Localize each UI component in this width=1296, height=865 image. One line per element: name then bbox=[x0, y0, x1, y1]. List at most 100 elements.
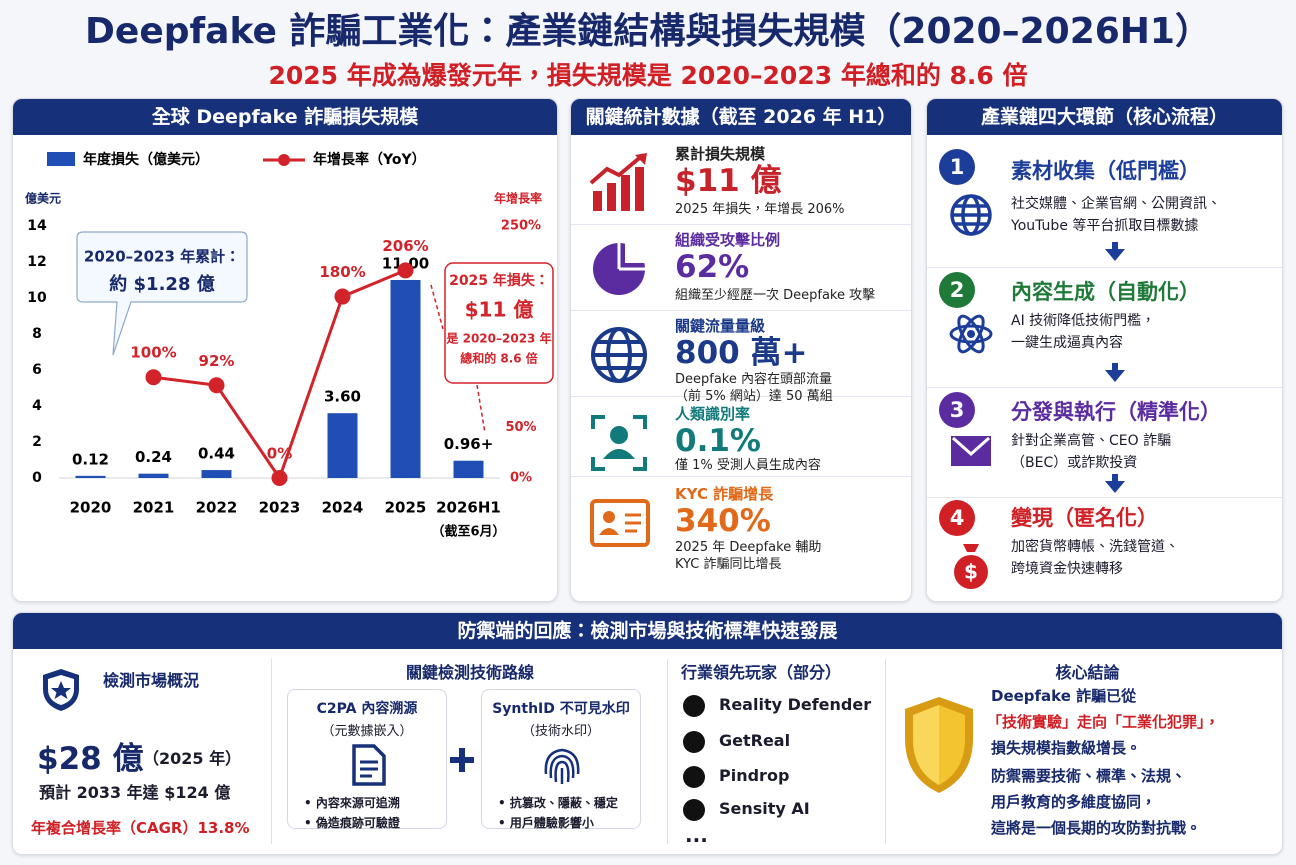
market-value: $28 億 bbox=[37, 741, 144, 777]
conclusion-line: 用戶教育的多維度協同， bbox=[991, 793, 1157, 811]
market-cagr: 年複合增長率（CAGR）13.8% bbox=[31, 819, 250, 837]
step-desc: 跨境資金快速轉移 bbox=[1011, 561, 1123, 577]
bar bbox=[138, 473, 169, 478]
tech-point: • 抗篡改、隱蔽、穩定 bbox=[498, 796, 618, 810]
annotation-text: 是 2020–2023 年 bbox=[445, 331, 551, 346]
step-desc: YouTube 等平台抓取目標數據 bbox=[1011, 218, 1199, 234]
line-point bbox=[208, 377, 225, 394]
svg-text:$: $ bbox=[964, 560, 978, 584]
legend-label: 年增長率（YoY） bbox=[313, 151, 426, 168]
y2-tick-label: 0% bbox=[510, 471, 532, 486]
stat-desc: （前 5% 網站）達 50 萬組 bbox=[675, 389, 833, 404]
icon bbox=[589, 153, 647, 211]
tech-point: • 內容來源可追溯 bbox=[304, 796, 400, 810]
line-value-label: 180% bbox=[319, 263, 365, 281]
bar bbox=[327, 413, 358, 478]
section-title: 核心結論 bbox=[1055, 663, 1120, 682]
plus-icon bbox=[450, 748, 474, 772]
bar bbox=[75, 475, 106, 478]
section-title: 檢測市場概況 bbox=[103, 671, 200, 690]
line-point bbox=[334, 288, 351, 305]
step-number: 4 bbox=[939, 500, 975, 536]
stat-value: 0.1% bbox=[675, 423, 761, 459]
legend-label: 年度損失（億美元） bbox=[83, 151, 209, 168]
tech-sub: （技術水印） bbox=[521, 724, 600, 739]
arrow bbox=[1112, 363, 1118, 371]
player-name: Sensity AI bbox=[719, 799, 810, 818]
line-value-label: 100% bbox=[130, 344, 176, 362]
divider bbox=[271, 659, 272, 844]
tech-card: SynthID 不可見水印 （技術水印） • 抗篡改、隱蔽、穩定 • 用戶體驗影… bbox=[481, 689, 641, 830]
stat-item: 累計損失規模 $11 億 2025 年損失，年增長 206% bbox=[571, 139, 911, 225]
step-title: 素材收集（低門檻） bbox=[1011, 159, 1200, 183]
defense-panel: 防禦端的回應：檢測市場與技術標準快速發展 檢測市場概況 $28 億 （2025 … bbox=[12, 612, 1283, 855]
chain-panel: 產業鏈四大環節（核心流程） 1 素材收集（低門檻） 社交媒體、企業官網、公開資訊… bbox=[926, 98, 1283, 602]
bar-value-label: 0.44 bbox=[198, 445, 235, 463]
tech-card: C2PA 內容溯源 （元數據嵌入） • 內容來源可追溯 • 偽造痕跡可驗證 bbox=[287, 689, 447, 830]
icon bbox=[591, 415, 647, 471]
y-tick-label: 8 bbox=[32, 326, 42, 342]
x-tick-label: 2024 bbox=[322, 499, 364, 517]
annotation-text: 2020–2023 年累計： bbox=[84, 248, 240, 266]
bar bbox=[453, 460, 484, 478]
step-desc: 針對企業高管、CEO 詐騙 bbox=[1011, 433, 1172, 449]
stat-title: KYC 詐騙增長 bbox=[675, 485, 774, 503]
conclusion-line: 損失規模指數級增長。 bbox=[991, 739, 1142, 757]
x-tick-note: （截至6月） bbox=[431, 524, 505, 540]
market-year: （2025 年） bbox=[143, 749, 242, 768]
stat-desc: KYC 詐騙同比增長 bbox=[675, 557, 782, 572]
chart: 年度損失（億美元） 年增長率（YoY） 億美元 年增長率 0 2 4 6 8 10 12 14 0% 50… bbox=[25, 151, 554, 540]
players-more: ... bbox=[685, 823, 708, 847]
step: 1 素材收集（低門檻） 社交媒體、企業官網、公開資訊、 YouTube 等平台抓… bbox=[927, 149, 1282, 249]
icon bbox=[591, 327, 647, 383]
player: Pindrop bbox=[683, 764, 789, 788]
x-tick-label: 2021 bbox=[133, 499, 175, 517]
annotation-box bbox=[76, 231, 248, 356]
step-title: 變現（匿名化） bbox=[1011, 506, 1158, 530]
icon bbox=[951, 436, 991, 466]
y-axis-label: 億美元 bbox=[25, 191, 61, 206]
bar-value-label: 0.12 bbox=[72, 450, 109, 468]
conclusion-section: 核心結論 Deepfake 詐騙已從 「技術實驗」走向「工業化犯罪」， 損失規模… bbox=[891, 649, 1282, 854]
player-name: Reality Defender bbox=[719, 695, 872, 714]
y-tick-label: 4 bbox=[32, 398, 42, 414]
y2-tick-label: 250% bbox=[501, 219, 541, 234]
step-number: 2 bbox=[939, 272, 975, 308]
section-title: 行業領先玩家（部分） bbox=[681, 663, 842, 682]
player-name: Pindrop bbox=[719, 766, 790, 785]
stat-item: 關鍵流量量級 800 萬+ Deepfake 內容在頭部流量 （前 5% 網站）… bbox=[571, 311, 911, 404]
players-section: 行業領先玩家（部分） Reality Defender GetReal Pind… bbox=[673, 649, 883, 854]
annotation-text: 2025 年損失： bbox=[449, 272, 549, 289]
x-tick-label: 2025 bbox=[385, 499, 427, 517]
section-title: 關鍵檢測技術路線 bbox=[405, 663, 534, 682]
annotation-text: 總和的 8.6 倍 bbox=[460, 351, 538, 366]
annotation-arrow bbox=[430, 284, 444, 330]
page-title: Deepfake 詐騙工業化：產業鏈結構與損失規模（2020–2026H1） bbox=[85, 11, 1211, 52]
y-tick-label: 10 bbox=[27, 290, 47, 306]
stat-desc: Deepfake 內容在頭部流量 bbox=[675, 372, 832, 387]
step-desc: 加密貨幣轉帳、洗錢管道、 bbox=[1011, 539, 1179, 555]
stat-value: 800 萬+ bbox=[675, 335, 808, 371]
icon bbox=[352, 744, 386, 786]
step-desc: AI 技術降低技術門檻， bbox=[1011, 313, 1156, 329]
y-tick-label: 6 bbox=[32, 362, 42, 378]
stat-title: 組織受攻擊比例 bbox=[675, 231, 781, 249]
line-value-label: 92% bbox=[199, 352, 235, 370]
step-desc: 社交媒體、企業官網、公開資訊、 bbox=[1011, 196, 1221, 212]
line-value-label: 206% bbox=[382, 237, 428, 255]
y-tick-label: 14 bbox=[27, 218, 47, 234]
annotation-box bbox=[444, 262, 554, 384]
stat-title: 關鍵流量量級 bbox=[675, 317, 766, 335]
step-title: 分發與執行（精準化） bbox=[1011, 400, 1221, 424]
conclusion-line: 「技術實驗」走向「工業化犯罪」， bbox=[987, 713, 1220, 731]
arrow bbox=[1105, 370, 1125, 382]
conclusion-line: 這將是一個長期的攻防對抗戰。 bbox=[991, 819, 1202, 837]
tech-title: SynthID 不可見水印 bbox=[492, 701, 630, 717]
step: 2 內容生成（自動化） AI 技術降低技術門檻， 一鍵生成逼真內容 bbox=[927, 267, 1282, 367]
chart-panel: 全球 Deepfake 詐騙損失規模 年度損失（億美元） 年增長率（YoY） 億美元… bbox=[12, 98, 558, 602]
divider bbox=[885, 659, 886, 844]
bar-value-label: 3.60 bbox=[324, 388, 361, 406]
stat-item: KYC 詐騙增長 340% 2025 年 Deepfake 輔助 KYC 詐騙同… bbox=[571, 479, 911, 579]
stat-desc: 組織至少經歷一次 Deepfake 攻擊 bbox=[675, 288, 876, 303]
